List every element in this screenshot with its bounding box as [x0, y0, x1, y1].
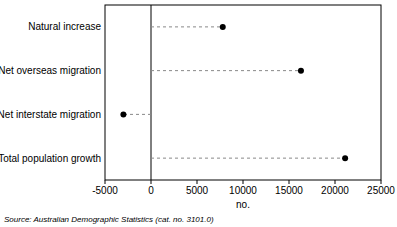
dot-leader: [151, 158, 345, 159]
chart: -5000 0 5000 10000 15000 20000 25000 no. Natural…: [0, 0, 397, 227]
x-tick: [289, 180, 290, 184]
dot: [342, 155, 348, 161]
x-axis-label: no.: [236, 199, 250, 210]
x-tick-label: 25000: [367, 185, 395, 196]
x-tick: [151, 180, 152, 184]
category-label: Total population growth: [0, 153, 101, 164]
source-note: Source: Australian Demographic Statistic…: [4, 215, 214, 224]
category-label: Natural increase: [28, 21, 101, 32]
x-tick-label: 10000: [229, 185, 257, 196]
marks: [120, 24, 348, 161]
x-tick-label: 5000: [186, 185, 209, 196]
x-tick-label: 20000: [321, 185, 349, 196]
category-label: Net overseas migration: [0, 65, 101, 76]
dot: [220, 24, 226, 30]
x-tick: [335, 180, 336, 184]
zero-line: [151, 5, 152, 180]
dot: [298, 68, 304, 74]
x-tick: [105, 180, 106, 184]
dot-leader: [151, 70, 301, 71]
x-tick: [381, 180, 382, 184]
x-tick-label: 15000: [275, 185, 303, 196]
plot-frame: [105, 5, 381, 180]
category-label: Net interstate migration: [0, 109, 101, 120]
x-tick-label: -5000: [92, 185, 118, 196]
dot-leader: [123, 114, 151, 115]
x-tick-label: 0: [148, 185, 154, 196]
dot: [120, 111, 126, 117]
dot-leader: [151, 26, 223, 27]
x-tick: [243, 180, 244, 184]
x-tick: [197, 180, 198, 184]
